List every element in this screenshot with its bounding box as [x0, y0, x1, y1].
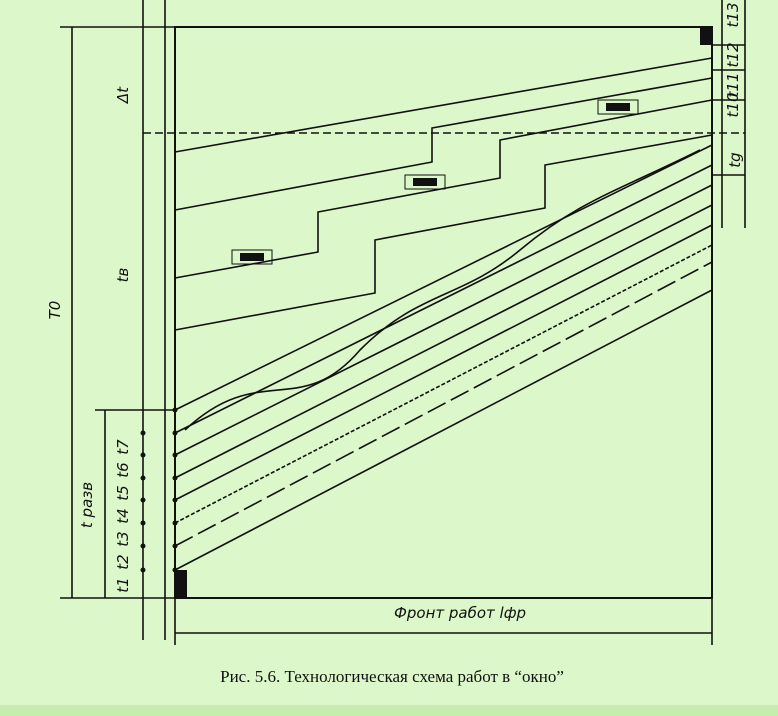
- label-T0: T0: [46, 301, 64, 320]
- label-t-left: t7: [114, 439, 132, 455]
- block: [175, 570, 187, 598]
- label-t-left: t2: [114, 554, 132, 569]
- front-label: Фронт работ lфр: [394, 604, 526, 622]
- label-t-left: t1: [114, 577, 132, 592]
- label-delta-t: Δt: [114, 86, 132, 104]
- machines: [231, 99, 639, 265]
- label-tg: tg: [726, 152, 744, 167]
- label-t-razv: t разв: [78, 482, 96, 528]
- frame: [174, 26, 713, 599]
- schedule-lines: [174, 57, 713, 571]
- caption: Рис. 5.6. Технологическая схема работ в …: [220, 667, 564, 686]
- label-t-right: t10: [724, 93, 742, 118]
- label-t-left: t3: [114, 531, 132, 546]
- label-t-left: t5: [114, 485, 132, 500]
- bottom-strip: [0, 705, 778, 716]
- label-t-right: t11: [724, 73, 742, 98]
- label-t-left: t6: [114, 462, 132, 477]
- label-t-right: t12: [724, 43, 742, 68]
- label-tv: tв: [114, 267, 132, 282]
- dimension-lines: [60, 0, 746, 645]
- label-t-left: t4: [114, 508, 132, 523]
- label-t-right: t13: [724, 3, 742, 28]
- block: [700, 27, 712, 45]
